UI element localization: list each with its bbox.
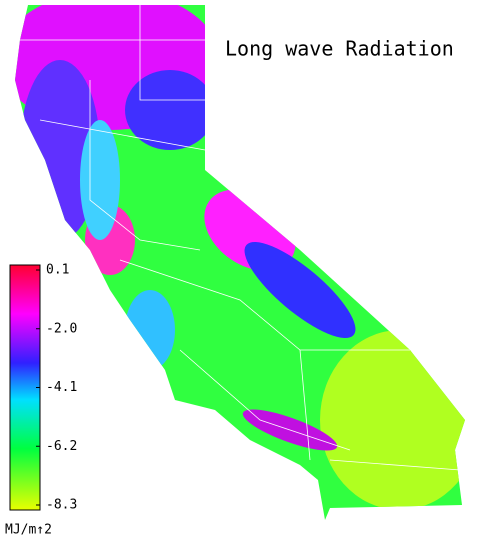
colorbar-tick-label: -6.2: [46, 439, 77, 454]
colorbar-tick-label: -4.1: [46, 380, 77, 395]
colorbar-tick-label: 0.1: [46, 263, 69, 278]
map-title: Long wave Radiation: [225, 37, 454, 61]
colorbar-tick-label: -8.3: [46, 498, 77, 513]
colorbar: [9, 264, 41, 511]
colorbar-unit: MJ/m↑2: [5, 523, 52, 538]
colorbar-tick-label: -2.0: [46, 321, 77, 336]
